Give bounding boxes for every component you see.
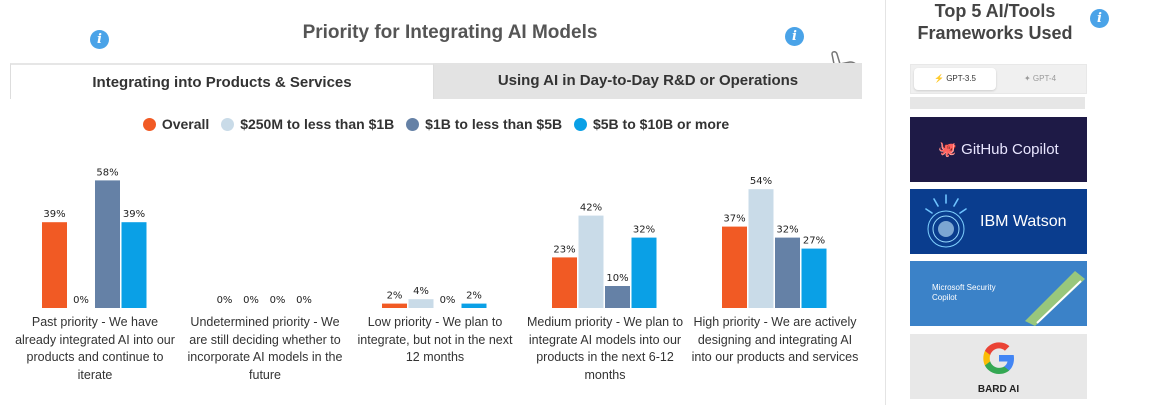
legend-dot (221, 118, 235, 131)
tool-label: GitHub Copilot (961, 141, 1059, 158)
bolt-icon: ⚡ (934, 74, 944, 83)
data-label: 0% (270, 295, 286, 306)
data-label: 54% (750, 176, 772, 187)
bar-0-3[interactable] (121, 222, 147, 308)
data-label: 0% (440, 295, 456, 306)
watson-logo-icon (925, 194, 967, 248)
legend-label: $250M to less than $1B (240, 116, 395, 132)
sparkle-icon: ✦ (1023, 74, 1031, 83)
tool-label: BARD AI (977, 384, 1020, 395)
data-label: 4% (413, 286, 429, 297)
gpt-4-label: GPT-4 (1032, 74, 1057, 83)
info-icon[interactable]: i (785, 27, 804, 46)
category-label-medium: Medium priority - We plan to integrate A… (526, 315, 684, 382)
page-title: Priority for Integrating AI Models (302, 22, 598, 43)
info-icon[interactable]: i (1090, 9, 1109, 28)
legend-label: $5B to $10B or more (592, 116, 730, 132)
data-label: 42% (580, 203, 602, 214)
github-icon: 🐙 (938, 141, 957, 158)
tool-bard-ai[interactable]: BARD AI (910, 334, 1087, 399)
bar-0-0[interactable] (42, 222, 67, 308)
data-label: 27% (803, 236, 825, 247)
bar-2-1[interactable] (408, 299, 434, 308)
category-label-high: High priority - We are actively designin… (691, 315, 859, 364)
category-label-undetermined: Undetermined priority - We are still dec… (187, 315, 343, 382)
data-label: 2% (466, 291, 482, 302)
data-label: 32% (633, 225, 655, 236)
sidebar-title: Top 5 AI/Tools Frameworks Used (900, 0, 1090, 44)
data-label: 0% (73, 295, 89, 306)
tool-label: IBM Watson (980, 213, 1067, 230)
tool-ibm-watson[interactable]: IBM Watson (910, 189, 1087, 254)
google-g-icon (983, 342, 1014, 374)
bar-chart: 39% 0% 58% 39% 0% 0% 0% 0% 2% 4% 0% 2% 23% 42% 10% 32% 3… (42, 167, 827, 308)
data-label: 0% (243, 295, 259, 306)
data-label: 32% (776, 225, 798, 236)
bar-2-0[interactable] (382, 303, 407, 308)
sidebar-title-line2: Frameworks Used (917, 23, 1073, 43)
copilot-graphic-icon (1025, 271, 1085, 326)
data-label: 23% (553, 244, 575, 255)
bar-4-2[interactable] (775, 237, 800, 308)
bar-2-3[interactable] (461, 303, 487, 308)
gpt-toggle: ⚡ GPT-3.5 ✦ GPT-4 (910, 64, 1087, 94)
data-label: 0% (296, 295, 312, 306)
tab-bar: Integrating into Products & Services Usi… (10, 63, 862, 99)
category-label-past: Past priority - We have already integrat… (15, 315, 175, 382)
panel-divider (885, 0, 886, 405)
bar-4-3[interactable] (801, 248, 827, 308)
legend-dot (142, 118, 156, 131)
sidebar-title-line1: Top 5 AI/Tools (934, 1, 1056, 21)
tool-label: Microsoft Security Copilot (932, 283, 996, 302)
data-label: 10% (606, 273, 628, 284)
tool-microsoft-security-copilot[interactable]: Microsoft Security Copilot (910, 261, 1087, 326)
data-label: 37% (723, 214, 745, 225)
bar-4-0[interactable] (722, 226, 747, 308)
tab-rd-operations[interactable]: Using AI in Day-to-Day R&D or Operations (434, 63, 862, 99)
bar-3-2[interactable] (605, 286, 630, 308)
gpt-input-bar (910, 97, 1085, 109)
legend-label: $1B to less than $5B (425, 116, 563, 132)
bar-3-3[interactable] (631, 237, 657, 308)
data-label: 39% (123, 209, 145, 220)
legend-dot (573, 118, 587, 131)
legend-dot (406, 118, 420, 131)
info-icon[interactable]: i (90, 30, 109, 49)
chart-legend: Overall $250M to less than $1B $1B to le… (0, 116, 872, 132)
gpt-35-label: GPT-3.5 (946, 74, 976, 83)
data-label: 2% (387, 291, 403, 302)
bar-3-0[interactable] (552, 257, 577, 308)
legend-item-250m-1b[interactable]: $250M to less than $1B (221, 116, 394, 132)
category-label-low: Low priority - We plan to integrate, but… (357, 315, 513, 364)
data-label: 0% (217, 295, 233, 306)
legend-item-5b-10b[interactable]: $5B to $10B or more (573, 116, 730, 132)
legend-label: Overall (161, 116, 210, 132)
tool-github-copilot[interactable]: 🐙 GitHub Copilot (910, 117, 1087, 182)
gpt-35-tab[interactable]: ⚡ GPT-3.5 (914, 68, 996, 90)
bar-4-1[interactable] (748, 189, 774, 308)
legend-item-1b-5b[interactable]: $1B to less than $5B (406, 116, 562, 132)
bar-3-1[interactable] (578, 215, 604, 308)
bar-0-2[interactable] (95, 180, 120, 308)
data-label: 39% (43, 209, 65, 220)
tab-products-services[interactable]: Integrating into Products & Services (10, 63, 434, 99)
gpt-4-tab[interactable]: ✦ GPT-4 (999, 68, 1081, 90)
legend-item-overall[interactable]: Overall (142, 116, 210, 132)
data-label: 58% (96, 167, 118, 178)
